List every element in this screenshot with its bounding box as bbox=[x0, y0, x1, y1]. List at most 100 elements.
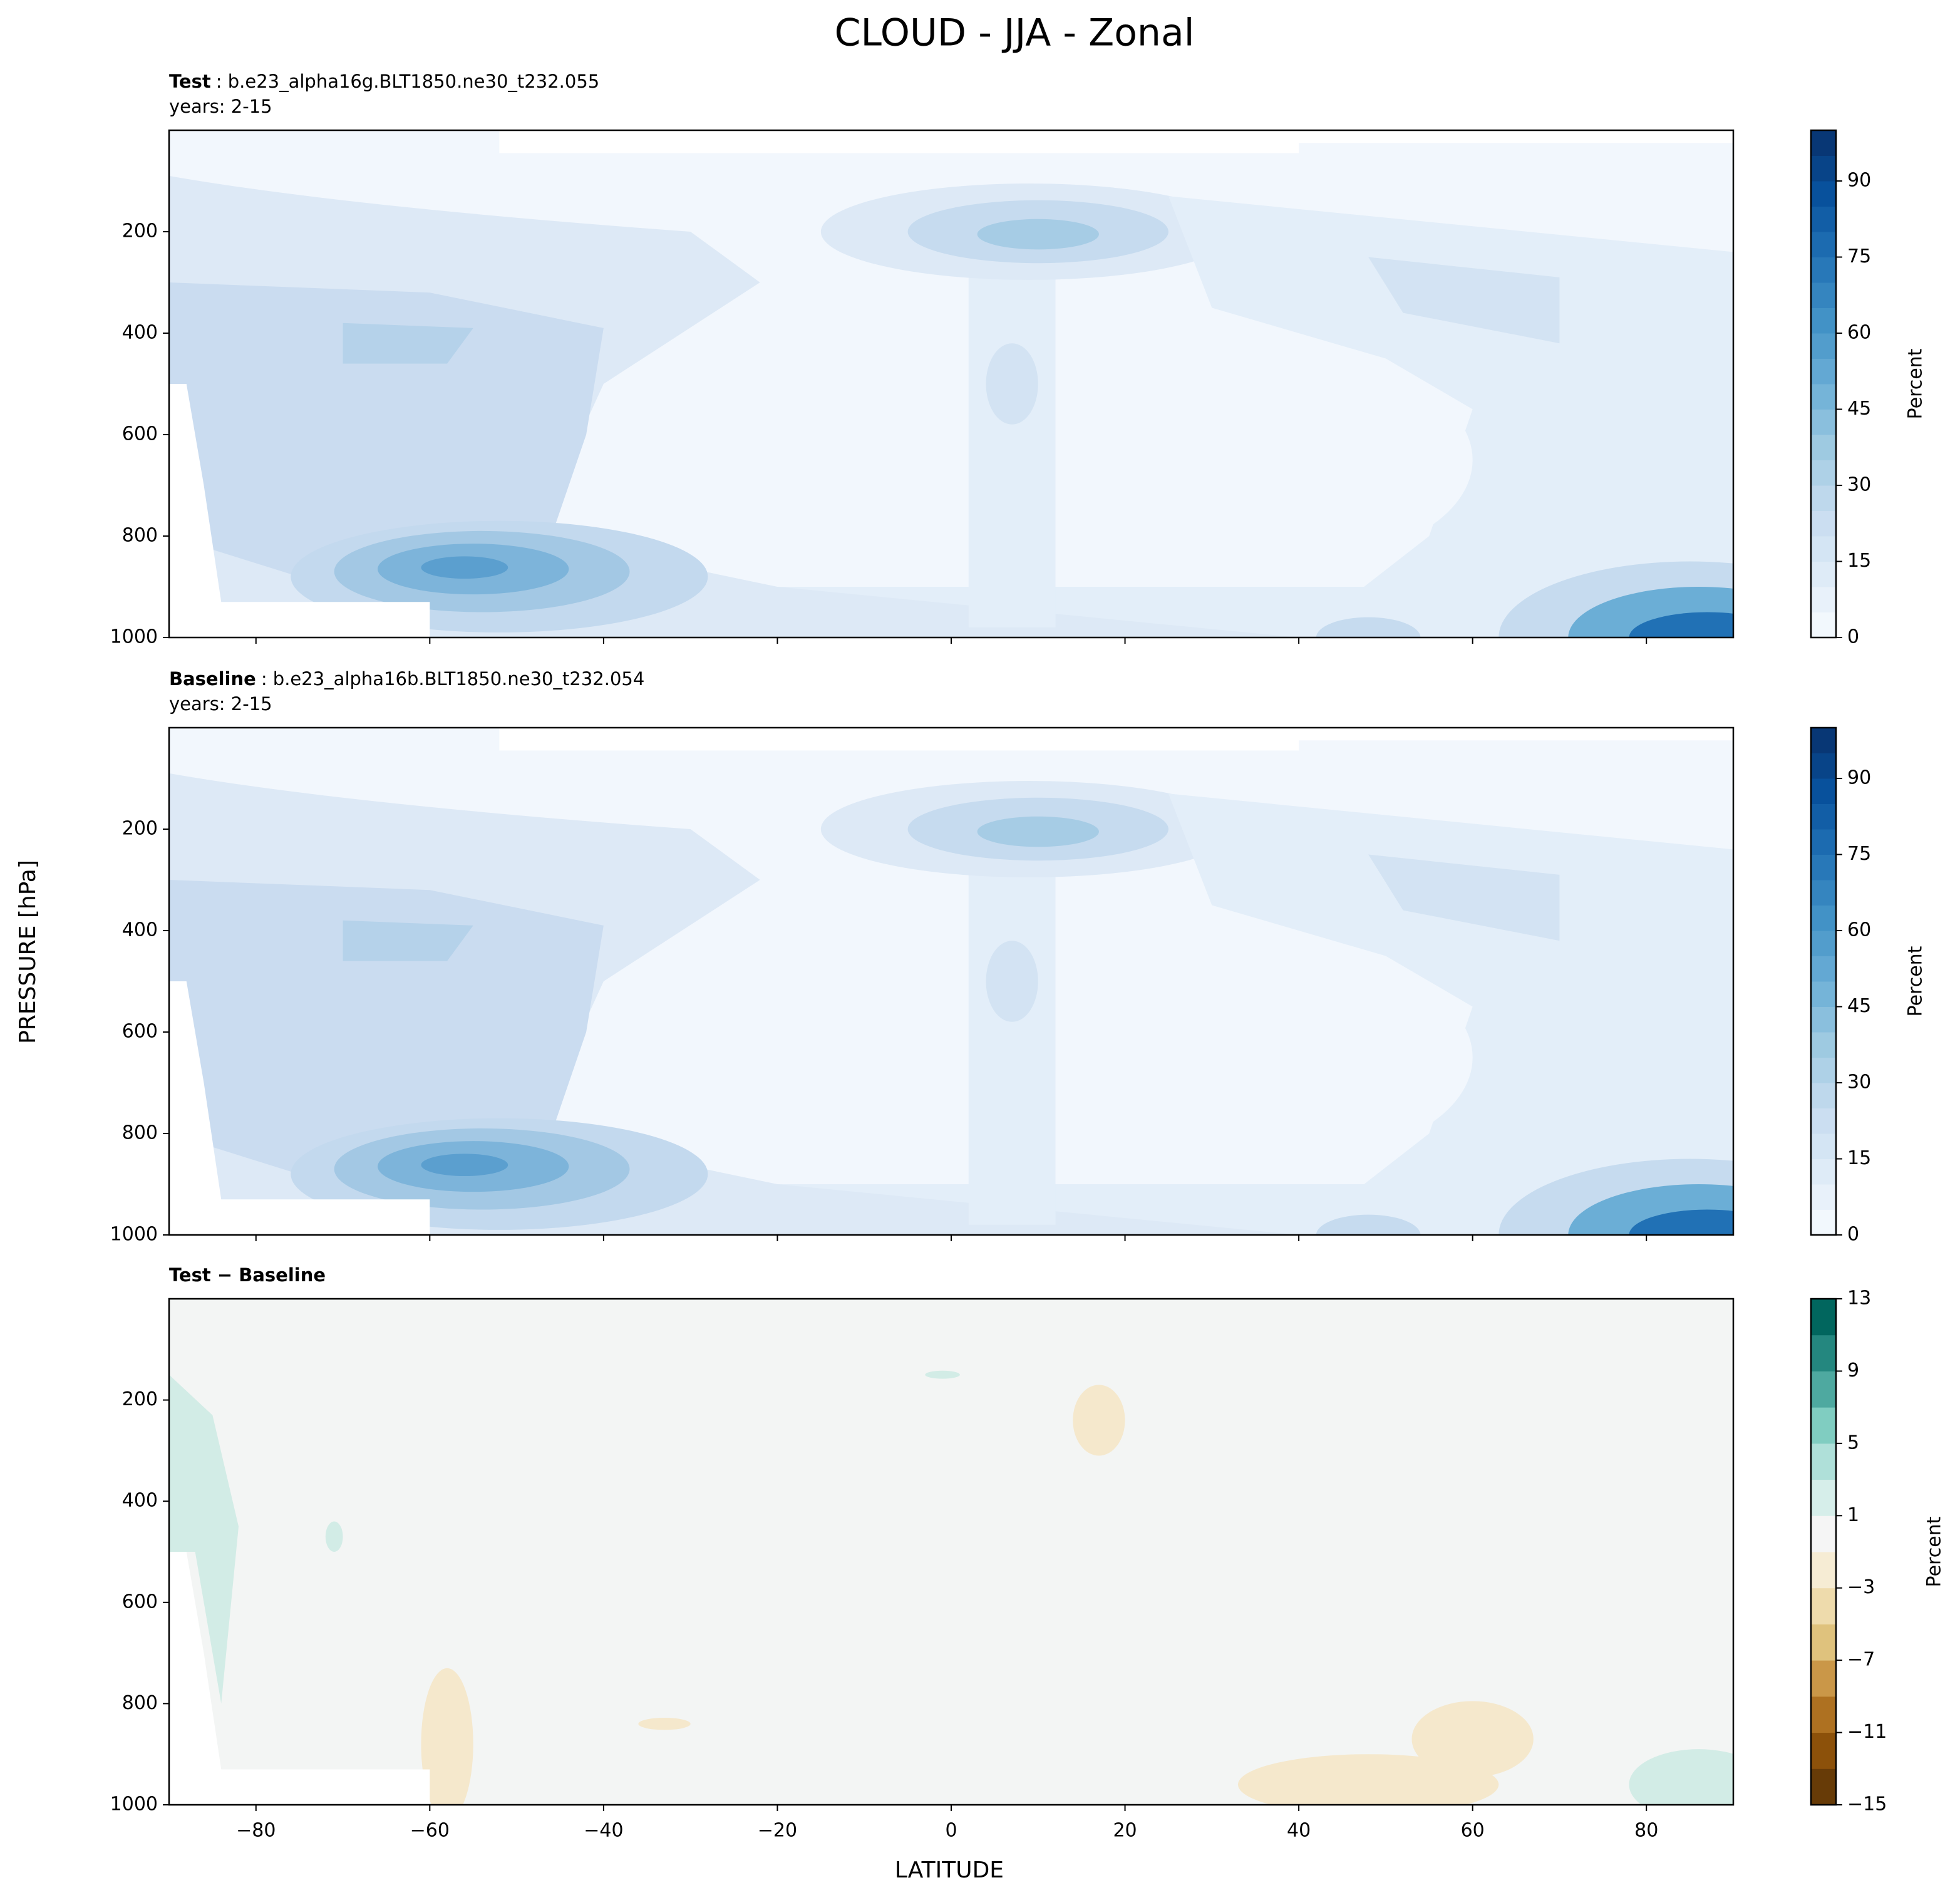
colorbar-band bbox=[1811, 1335, 1836, 1371]
colorbar-tick-label: 15 bbox=[1847, 1147, 1871, 1169]
colorbar-band bbox=[1811, 155, 1836, 182]
colorbar-band bbox=[1811, 1624, 1836, 1661]
panel-title: Baseline: b.e23_alpha16b.BLT1850.ne30_t2… bbox=[169, 668, 644, 689]
colorbar-band bbox=[1811, 206, 1836, 232]
x-tick-label: 60 bbox=[1461, 1820, 1485, 1842]
x-tick-label: −60 bbox=[410, 1820, 450, 1842]
x-tick-label: 20 bbox=[1113, 1820, 1137, 1842]
colorbar-band bbox=[1811, 1006, 1836, 1033]
colorbar-band bbox=[1811, 1299, 1836, 1336]
colorbar-band bbox=[1811, 1209, 1836, 1236]
colorbar-band bbox=[1811, 485, 1836, 511]
colorbar-band bbox=[1811, 181, 1836, 207]
colorbar-band bbox=[1811, 829, 1836, 855]
colorbar-band bbox=[1811, 358, 1836, 385]
colorbar-band bbox=[1811, 880, 1836, 906]
y-tick-label: 800 bbox=[122, 1122, 158, 1144]
colorbar-band bbox=[1811, 232, 1836, 257]
contour-field bbox=[169, 728, 1733, 1235]
x-axis-label: LATITUDE bbox=[895, 1857, 1004, 1883]
colorbar-tick-label: 60 bbox=[1847, 919, 1871, 941]
x-tick-label: 80 bbox=[1634, 1820, 1658, 1842]
colorbar-tick-label: 45 bbox=[1847, 995, 1871, 1017]
y-tick-label: 400 bbox=[122, 322, 158, 344]
colorbar-band bbox=[1811, 561, 1836, 587]
contour-field bbox=[169, 130, 1733, 638]
y-tick-label: 1000 bbox=[110, 1224, 158, 1246]
colorbar-band bbox=[1811, 1108, 1836, 1134]
colorbar-band bbox=[1811, 1184, 1836, 1210]
x-tick-label: −40 bbox=[584, 1820, 623, 1842]
colorbar-band bbox=[1811, 1443, 1836, 1480]
colorbar-band bbox=[1811, 282, 1836, 308]
y-tick-label: 200 bbox=[122, 1388, 158, 1410]
colorbar-band bbox=[1811, 257, 1836, 283]
colorbar-band bbox=[1811, 435, 1836, 460]
colorbar-band bbox=[1811, 1083, 1836, 1108]
colorbar-tick-label: −11 bbox=[1847, 1721, 1887, 1743]
y-tick-label: 1000 bbox=[110, 626, 158, 648]
y-tick-label: 600 bbox=[122, 423, 158, 445]
colorbar-band bbox=[1811, 333, 1836, 359]
colorbar-band bbox=[1811, 753, 1836, 779]
colorbar-band bbox=[1811, 1407, 1836, 1444]
y-tick-label: 400 bbox=[122, 919, 158, 941]
colorbar-tick-label: −3 bbox=[1847, 1576, 1875, 1598]
colorbar-band bbox=[1811, 1768, 1836, 1805]
colorbar-label: Percent bbox=[1905, 946, 1927, 1016]
colorbar-tick-label: 90 bbox=[1847, 767, 1871, 789]
y-tick-label: 200 bbox=[122, 220, 158, 242]
colorbar-tick-label: 15 bbox=[1847, 550, 1871, 572]
x-tick-label: −20 bbox=[758, 1820, 797, 1842]
colorbar-label: Percent bbox=[1905, 348, 1927, 419]
colorbar-band bbox=[1811, 1588, 1836, 1624]
colorbar-band bbox=[1811, 778, 1836, 804]
y-tick-label: 200 bbox=[122, 818, 158, 840]
panel-title: Test − Baseline bbox=[169, 1264, 326, 1286]
colorbar-band bbox=[1811, 981, 1836, 1007]
colorbar-band bbox=[1811, 384, 1836, 410]
colorbar-band bbox=[1811, 1159, 1836, 1185]
y-tick-label: 800 bbox=[122, 525, 158, 547]
colorbar-tick-label: 60 bbox=[1847, 322, 1871, 344]
colorbar-band bbox=[1811, 1057, 1836, 1083]
y-tick-label: 600 bbox=[122, 1021, 158, 1043]
colorbar-band bbox=[1811, 1732, 1836, 1769]
colorbar-band bbox=[1811, 1515, 1836, 1552]
x-tick-label: 0 bbox=[945, 1820, 957, 1842]
title-label: Baseline bbox=[169, 668, 256, 689]
colorbar-tick-label: 13 bbox=[1847, 1288, 1871, 1309]
title-case: : b.e23_alpha16g.BLT1850.ne30_t232.055 bbox=[216, 71, 599, 92]
colorbar-band bbox=[1811, 130, 1836, 156]
colorbar-tick-label: 45 bbox=[1847, 398, 1871, 420]
colorbar-frame bbox=[1810, 129, 1837, 639]
colorbar-tick-label: −15 bbox=[1847, 1794, 1887, 1815]
colorbar-tick-label: −7 bbox=[1847, 1649, 1875, 1671]
colorbar-band bbox=[1811, 612, 1836, 638]
colorbar-tick-label: 0 bbox=[1847, 626, 1859, 648]
title-label: Test bbox=[169, 71, 211, 92]
colorbar-tick-label: 30 bbox=[1847, 1071, 1871, 1093]
colorbar-tick-label: 75 bbox=[1847, 843, 1871, 865]
colorbar-band bbox=[1811, 1479, 1836, 1516]
colorbar-tick-label: 75 bbox=[1847, 245, 1871, 267]
colorbar-band bbox=[1811, 1133, 1836, 1159]
y-tick-label: 800 bbox=[122, 1692, 158, 1714]
title-case: : b.e23_alpha16b.BLT1850.ne30_t232.054 bbox=[261, 668, 644, 689]
panel-subtitle: years: 2-15 bbox=[169, 693, 272, 715]
y-tick-label: 600 bbox=[122, 1591, 158, 1613]
colorbar-tick-label: 5 bbox=[1847, 1432, 1859, 1453]
y-tick-label: 1000 bbox=[110, 1794, 158, 1815]
colorbar-band bbox=[1811, 536, 1836, 562]
colorbar-band bbox=[1811, 1660, 1836, 1697]
contour-field bbox=[169, 1299, 1733, 1805]
y-axis-label: PRESSURE [hPa] bbox=[15, 860, 41, 1044]
colorbar-tick-label: 9 bbox=[1847, 1360, 1859, 1381]
colorbar-band bbox=[1811, 803, 1836, 830]
colorbar-band bbox=[1811, 1371, 1836, 1408]
colorbar-band bbox=[1811, 854, 1836, 880]
panel-title: Test: b.e23_alpha16g.BLT1850.ne30_t232.0… bbox=[169, 71, 599, 92]
colorbar-band bbox=[1811, 905, 1836, 931]
colorbar-band bbox=[1811, 956, 1836, 982]
